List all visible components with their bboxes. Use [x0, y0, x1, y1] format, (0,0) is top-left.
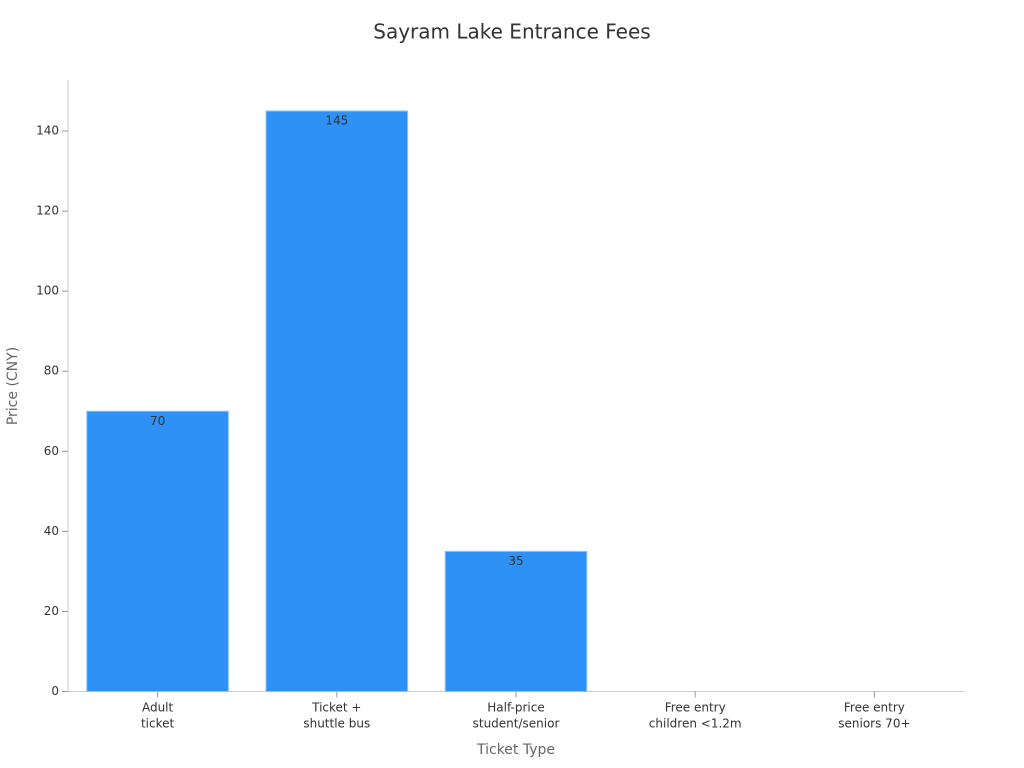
- chart-title: Sayram Lake Entrance Fees: [373, 20, 650, 44]
- x-axis-label: Ticket Type: [476, 742, 555, 758]
- bar: [265, 110, 409, 692]
- value-label: 35: [508, 554, 523, 568]
- y-tick-label: 20: [44, 604, 59, 618]
- y-tick-label: 140: [36, 124, 59, 138]
- x-tick-label: Adult ticket: [141, 700, 175, 730]
- x-tick-label: Free entry children <1.2m: [649, 700, 742, 730]
- y-tick-label: 120: [36, 204, 59, 218]
- y-tick-label: 40: [44, 524, 59, 538]
- y-tick-label: 60: [44, 444, 59, 458]
- value-label: 70: [150, 414, 165, 428]
- y-tick-label: 0: [51, 684, 59, 698]
- bar: [86, 410, 229, 692]
- y-axis-label: Price (CNY): [5, 347, 21, 425]
- x-tick-label: Half-price student/senior: [473, 700, 560, 730]
- x-tick-label: Ticket + shuttle bus: [303, 700, 370, 730]
- bar: [444, 550, 588, 692]
- x-tick-label: Free entry seniors 70+: [838, 700, 910, 730]
- y-tick-label: 100: [36, 284, 59, 298]
- y-tick-label: 80: [44, 364, 59, 378]
- value-label: 145: [325, 114, 348, 128]
